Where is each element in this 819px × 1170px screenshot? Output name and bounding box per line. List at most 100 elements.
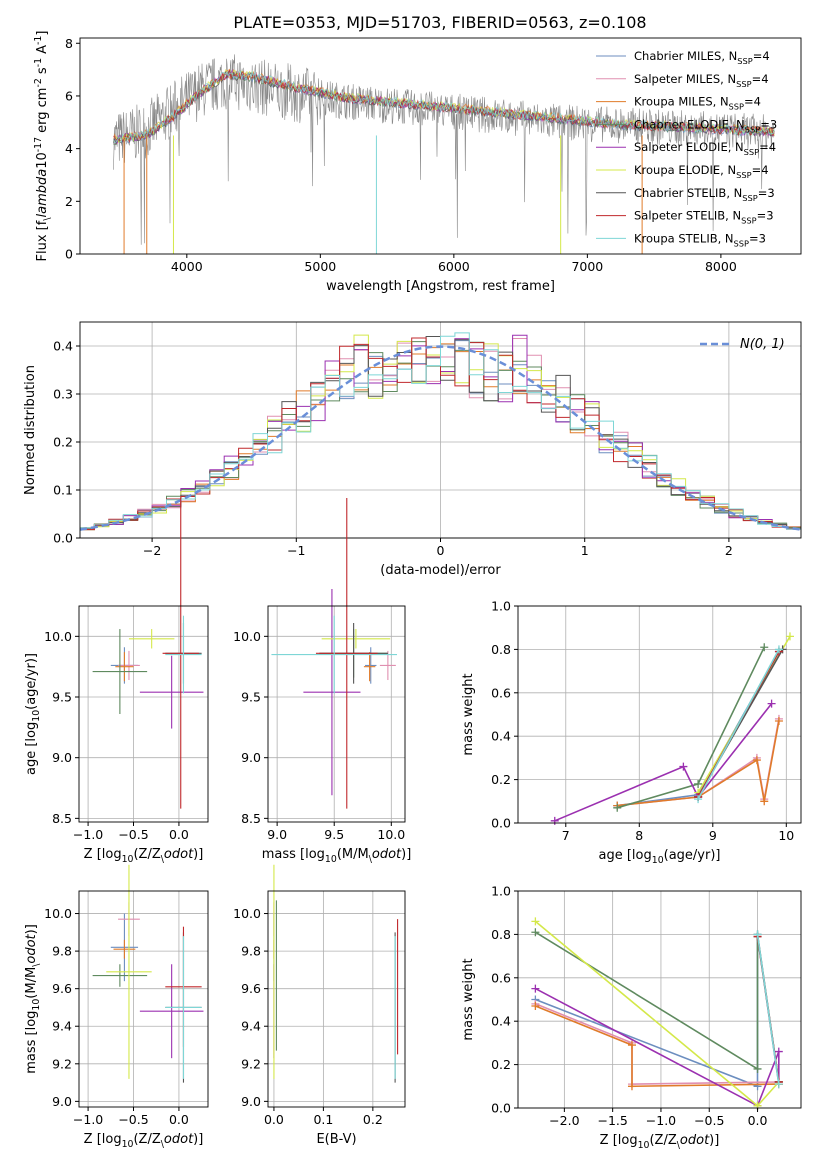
x-tick-label: −1.5 xyxy=(597,1113,627,1128)
y-axis-label: mass [log10(M/M\odot)] xyxy=(24,924,42,1074)
weight-vs-metallicity-panel: −2.0 −1.5 −1.0 −0.5 0.0 0.0 0.2 0.4 0.6 0.8 1.0 Z [… xyxy=(461,884,802,1151)
histogram-8 xyxy=(80,332,801,530)
x-tick-label: 9.5 xyxy=(324,827,344,842)
histogram-7 xyxy=(80,337,801,530)
mass-vs-metallicity-panel: −1.0 −0.5 0.0 9.0 9.2 9.4 9.6 9.8 10.0 Z [log10(Z… xyxy=(24,864,209,1150)
y-tick-label: 9.0 xyxy=(241,1094,261,1109)
axes-frame xyxy=(517,890,802,1109)
y-axis-label: mass weight xyxy=(461,958,476,1040)
x-axis-label: Z [log10(Z/Z\odot)] xyxy=(84,847,204,865)
axes-frame xyxy=(79,37,802,255)
spectrum-panel: 4000 5000 6000 7000 8000 0 2 4 6 8 wavelength [Ang… xyxy=(33,31,802,294)
y-tick-label: 0.4 xyxy=(53,339,73,354)
y-tick-label: 8.5 xyxy=(241,811,261,826)
y-axis-label: Flux [f\lambda10-17 erg cm-2 s-1 A-1] xyxy=(33,31,53,262)
legend-entry: Kroupa ELODIE, NSSP=4 xyxy=(634,163,769,180)
x-tick-label: 0.0 xyxy=(169,827,189,842)
y-axis-label: Normed distribution xyxy=(23,365,38,495)
mass-vs-extinction-panel: 0.0 0.1 0.2 9.0 9.2 9.4 9.6 9.8 10.0 E(B-V) xyxy=(233,864,406,1147)
axes-frame xyxy=(517,605,802,824)
x-tick-label: −1.0 xyxy=(73,1112,103,1127)
legend-entry: Kroupa STELIB, NSSP=3 xyxy=(634,231,766,248)
weight-marker xyxy=(613,803,622,812)
x-tick-label: 1 xyxy=(581,543,589,558)
x-tick-label: 8 xyxy=(635,828,643,843)
y-tick-label: 1.0 xyxy=(491,884,511,899)
x-tick-label: 8000 xyxy=(705,259,737,274)
y-tick-label: 9.0 xyxy=(241,750,261,765)
y-tick-label: 9.8 xyxy=(241,944,261,959)
weight-marker xyxy=(774,1047,783,1056)
legend-entry: Chabrier STELIB, NSSP=3 xyxy=(634,186,775,203)
gaussian-legend-label: N(0, 1) xyxy=(740,337,785,352)
legend-entry: Chabrier MILES, NSSP=4 xyxy=(634,49,770,66)
x-tick-label: −0.5 xyxy=(118,1112,148,1127)
y-tick-label: 0.4 xyxy=(491,1014,511,1029)
x-tick-label: 10.0 xyxy=(377,827,405,842)
weight-line-2 xyxy=(535,1005,779,1088)
x-tick-label: 0.0 xyxy=(264,1112,284,1127)
x-tick-label: 9 xyxy=(709,828,717,843)
y-tick-label: 8.5 xyxy=(52,811,72,826)
y-tick-label: 9.6 xyxy=(52,981,72,996)
x-tick-label: 7 xyxy=(562,828,570,843)
x-axis-label: wavelength [Angstrom, rest frame] xyxy=(326,279,555,294)
age-vs-mass-panel: 9.0 9.5 10.0 8.5 9.0 9.5 10.0 mass [log10(M/M\o… xyxy=(233,498,411,865)
y-tick-label: 9.6 xyxy=(241,981,261,996)
weight-marker xyxy=(627,1041,636,1050)
legend-entry: Kroupa MILES, NSSP=4 xyxy=(634,95,761,112)
y-tick-label: 8 xyxy=(65,36,73,51)
axes-frame xyxy=(267,890,406,1108)
y-tick-label: 10.0 xyxy=(44,906,72,921)
weight-marker xyxy=(753,1064,762,1073)
x-tick-label: −0.5 xyxy=(118,827,148,842)
y-tick-label: 0.6 xyxy=(491,970,511,985)
y-tick-label: 9.0 xyxy=(52,750,72,765)
weight-vs-age-panel: 7 8 9 10 0.0 0.2 0.4 0.6 0.8 1.0 age [log10(age/yr… xyxy=(461,599,802,866)
weight-marker xyxy=(760,797,769,806)
x-tick-label: −2 xyxy=(143,543,161,558)
weight-marker xyxy=(774,645,783,654)
x-tick-label: 0.2 xyxy=(363,1112,383,1127)
weight-marker xyxy=(627,1082,636,1091)
y-tick-label: 0.1 xyxy=(53,483,73,498)
y-tick-label: 0 xyxy=(65,247,73,262)
x-tick-label: −0.5 xyxy=(694,1113,724,1128)
legend-entry: Salpeter STELIB, NSSP=3 xyxy=(634,209,774,226)
y-tick-label: 0.2 xyxy=(491,1057,511,1072)
age-vs-metallicity-panel: −1.0 −0.5 0.0 8.5 9.0 9.5 10.0 Z [log10(Z/Z\odo… xyxy=(24,498,209,865)
weight-line-4 xyxy=(535,987,780,1107)
weight-marker xyxy=(694,779,703,788)
y-tick-label: 0.8 xyxy=(491,927,511,942)
legend-entry: Salpeter MILES, NSSP=4 xyxy=(634,72,769,89)
axes-frame xyxy=(267,605,406,823)
weight-marker xyxy=(550,816,559,825)
y-tick-label: 0.0 xyxy=(491,816,511,831)
x-tick-label: 4000 xyxy=(171,259,203,274)
weight-line-4 xyxy=(554,703,773,822)
weight-marker xyxy=(774,1080,783,1089)
y-tick-label: 0.2 xyxy=(53,435,73,450)
y-tick-label: 2 xyxy=(65,194,73,209)
y-axis-label: mass weight xyxy=(461,673,476,755)
y-tick-label: 0.3 xyxy=(53,387,73,402)
weight-marker xyxy=(531,917,540,926)
x-tick-label: −1.0 xyxy=(646,1113,676,1128)
y-tick-label: 6 xyxy=(65,88,73,103)
y-tick-label: 9.2 xyxy=(241,1056,261,1071)
y-tick-label: 4 xyxy=(65,141,73,156)
y-tick-label: 0.2 xyxy=(491,772,511,787)
weight-line-3 xyxy=(534,931,759,1071)
weight-line-8 xyxy=(697,649,780,800)
residual-histogram-panel: N(0, 1) −2 −1 0 1 2 0.0 0.1 0.2 0.3 0.4 (data-model… xyxy=(23,321,802,578)
y-tick-label: 9.2 xyxy=(52,1056,72,1071)
weight-marker xyxy=(531,1002,540,1011)
y-tick-label: 1.0 xyxy=(491,599,511,614)
y-tick-label: 0.8 xyxy=(491,642,511,657)
y-tick-label: 10.0 xyxy=(233,629,261,644)
weight-marker xyxy=(785,632,794,641)
weight-marker xyxy=(774,717,783,726)
x-tick-label: 0 xyxy=(437,543,445,558)
x-axis-label: Z [log10(Z/Z\odot)] xyxy=(84,1132,204,1150)
